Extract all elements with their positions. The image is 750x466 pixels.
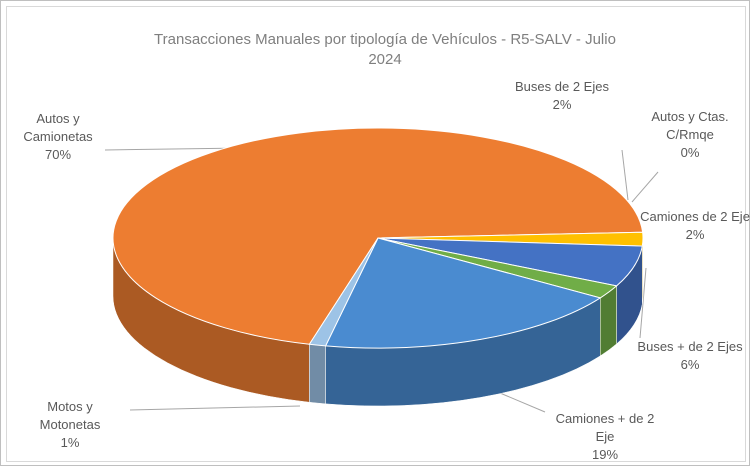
data-label: Camiones de 2 Eje 2% <box>640 208 750 244</box>
category-label: Motos y Motonetas <box>39 399 101 432</box>
category-label: Buses de 2 Ejes <box>515 79 609 94</box>
value-label: 2% <box>685 227 705 242</box>
category-label: Autos y Ctas. C/Rmqe <box>651 109 729 142</box>
pie-slice <box>112 127 644 345</box>
data-label: Camiones + de 2 Eje 19% <box>545 410 665 464</box>
leader-lines <box>104 147 659 413</box>
pie-side <box>309 343 326 405</box>
pie-slice <box>324 237 602 349</box>
value-label: 1% <box>60 435 80 450</box>
data-label: Autos y Camionetas 70% <box>13 110 103 164</box>
value-label: 70% <box>44 147 72 162</box>
chart-area <box>6 6 746 462</box>
value-label: 0% <box>680 145 700 160</box>
value-label: 19% <box>591 447 619 462</box>
pie-slice <box>308 237 379 347</box>
category-label: Buses + de 2 Ejes <box>637 339 743 354</box>
data-label: Autos y Ctas. C/Rmqe 0% <box>643 108 738 162</box>
pie-tops <box>112 127 644 349</box>
data-label: Motos y Motonetas 1% <box>25 398 115 452</box>
category-label: Camiones + de 2 Eje <box>555 411 655 444</box>
category-label: Camiones de 2 Eje <box>640 209 750 224</box>
value-label: 6% <box>680 357 700 372</box>
value-label: 2% <box>552 97 572 112</box>
chart-title: Transacciones Manuales por tipología de … <box>154 31 616 68</box>
data-label: Buses de 2 Ejes 2% <box>497 78 627 114</box>
pie-sides <box>112 237 644 407</box>
category-label: Autos y Camionetas <box>23 111 93 144</box>
data-label: Buses + de 2 Ejes 6% <box>620 338 750 374</box>
